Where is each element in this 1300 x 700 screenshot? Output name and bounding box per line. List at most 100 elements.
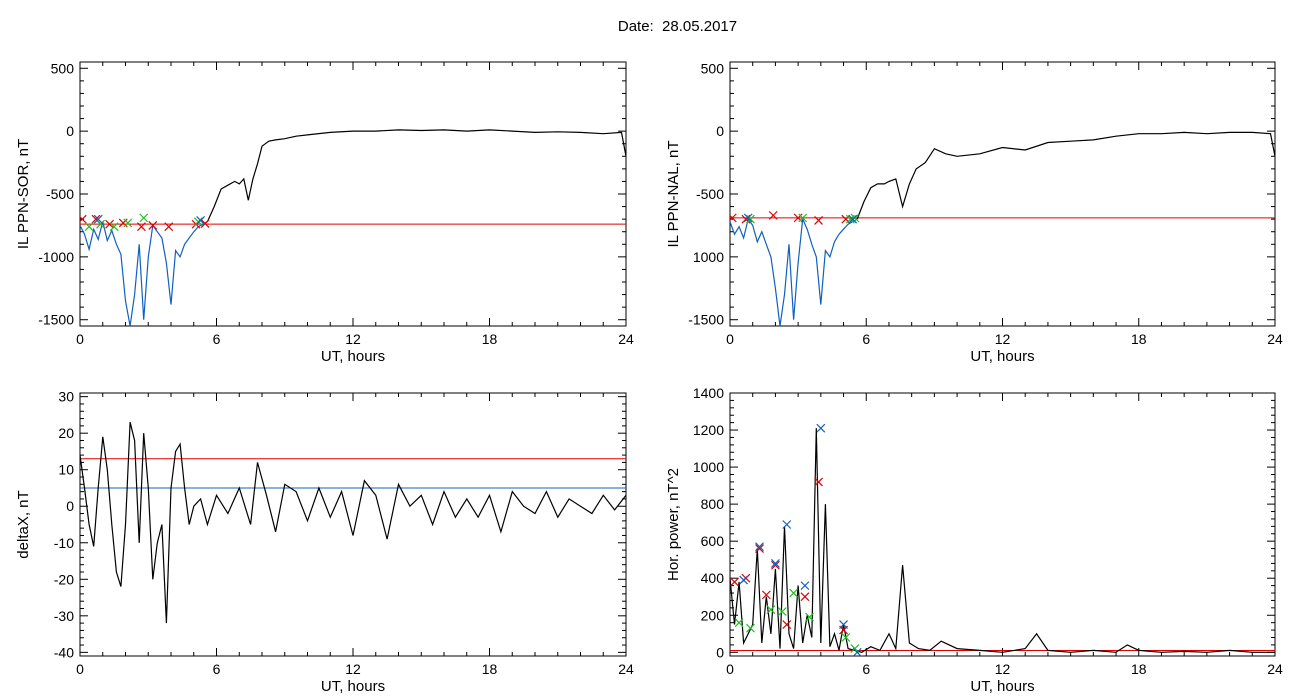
marker-red xyxy=(800,592,810,602)
x-tick-label: 18 xyxy=(1131,661,1147,677)
plot-frame xyxy=(729,61,1276,327)
y-axis-label: deltaX, nT xyxy=(15,490,32,558)
marker-blue xyxy=(755,542,764,552)
marker-red xyxy=(730,213,737,223)
marker-red xyxy=(137,222,146,232)
y-tick-label: 20 xyxy=(58,425,74,441)
x-tick-label: 24 xyxy=(1267,331,1283,347)
marker-red xyxy=(80,214,87,224)
series-line-blue xyxy=(730,216,858,326)
marker-red xyxy=(841,214,851,224)
marker-blue xyxy=(839,620,848,629)
x-axis-label: UT, hours xyxy=(970,348,1034,365)
x-tick-label: 12 xyxy=(995,661,1011,677)
x-axis-label: UT, hours xyxy=(321,348,385,365)
marker-green xyxy=(746,623,755,633)
marker-blue xyxy=(852,647,862,656)
y-tick-label: 400 xyxy=(701,570,725,586)
marker-green xyxy=(84,222,94,232)
marker-red xyxy=(814,477,823,487)
y-tick-label: -20 xyxy=(54,571,74,587)
plot-area xyxy=(730,423,1275,656)
x-tick-label: 6 xyxy=(862,331,870,347)
y-tick-label: 1000 xyxy=(693,249,724,265)
y-tick-label: 1200 xyxy=(693,422,724,438)
marker-green xyxy=(777,607,787,616)
marker-red xyxy=(118,218,128,228)
x-tick-label: 18 xyxy=(482,661,498,677)
marker-red xyxy=(768,210,778,220)
plot-area xyxy=(80,129,626,326)
x-axis-label: UT, hours xyxy=(970,678,1034,695)
y-tick-label: -10 xyxy=(54,535,74,551)
y-tick-label: -1000 xyxy=(38,249,74,265)
marker-blue xyxy=(848,214,858,224)
marker-red xyxy=(814,215,823,225)
y-axis-label: Hor. power, nT^2 xyxy=(665,468,682,581)
x-tick-label: 0 xyxy=(76,661,84,677)
series-line-blue xyxy=(80,221,208,326)
x-tick-label: 18 xyxy=(1131,331,1147,347)
marker-green xyxy=(734,618,744,628)
marker-green xyxy=(766,605,776,615)
y-tick-label: -1500 xyxy=(688,312,724,328)
marker-red xyxy=(770,560,780,570)
plot-area xyxy=(730,131,1275,326)
marker-red xyxy=(148,221,158,230)
marker-green xyxy=(805,612,814,622)
y-tick-label: 0 xyxy=(716,644,724,660)
x-tick-label: 12 xyxy=(345,661,361,677)
x-tick-label: 24 xyxy=(1267,661,1283,677)
date-title: Date: 28.05.2017 xyxy=(617,18,738,35)
y-tick-label: 1000 xyxy=(693,459,724,475)
marker-blue xyxy=(816,423,826,433)
y-tick-label: 200 xyxy=(701,607,725,623)
y-axis-label: IL PPN-SOR, nT xyxy=(15,139,32,249)
marker-blue xyxy=(196,215,205,225)
series-line-black xyxy=(80,422,626,624)
y-tick-label: -500 xyxy=(696,186,724,202)
marker-green xyxy=(798,213,808,223)
x-tick-label: 0 xyxy=(726,661,734,677)
y-tick-label: -1500 xyxy=(38,312,74,328)
x-axis-label: UT, hours xyxy=(321,678,385,695)
x-tick-label: 6 xyxy=(862,661,870,677)
y-tick-label: 600 xyxy=(701,533,725,549)
series-line-black xyxy=(206,129,626,222)
x-tick-label: 24 xyxy=(618,331,634,347)
marker-red xyxy=(761,590,771,600)
x-tick-label: 0 xyxy=(726,331,734,347)
x-tick-label: 6 xyxy=(213,331,221,347)
plot-area xyxy=(80,422,626,624)
marker-blue xyxy=(93,214,103,224)
marker-red xyxy=(164,222,174,232)
marker-red xyxy=(755,544,764,554)
panel-il-sor: 0 6 12 18 24 -1500 -1000 -500 0 500 UT, hours IL PP… xyxy=(15,60,634,365)
marker-green xyxy=(789,588,799,598)
marker-green xyxy=(841,633,851,642)
x-tick-label: 24 xyxy=(618,661,634,677)
marker-blue xyxy=(800,581,810,591)
panel-hor-power: 0 6 12 18 24 0 200 400 600 800 1000 1200 1400 UT, hou… xyxy=(665,385,1283,695)
y-tick-label: -40 xyxy=(54,644,74,660)
marker-red xyxy=(730,577,739,587)
marker-green xyxy=(139,213,149,223)
y-tick-label: 10 xyxy=(58,462,74,478)
y-tick-label: 500 xyxy=(701,60,725,76)
y-tick-label: -500 xyxy=(46,186,74,202)
marker-red xyxy=(105,219,114,229)
marker-green xyxy=(96,219,105,229)
series-line-black xyxy=(856,131,1275,220)
plot-frame xyxy=(79,61,627,327)
x-tick-label: 18 xyxy=(482,331,498,347)
marker-blue xyxy=(743,213,753,223)
x-tick-label: 6 xyxy=(213,661,221,677)
y-tick-label: 800 xyxy=(701,496,725,512)
marker-blue xyxy=(782,520,792,529)
y-tick-label: -30 xyxy=(54,608,74,624)
marker-green xyxy=(850,213,860,223)
marker-red xyxy=(782,620,792,629)
marker-blue xyxy=(770,558,780,568)
y-axis-label: IL PPN-NAL, nT xyxy=(665,141,682,248)
